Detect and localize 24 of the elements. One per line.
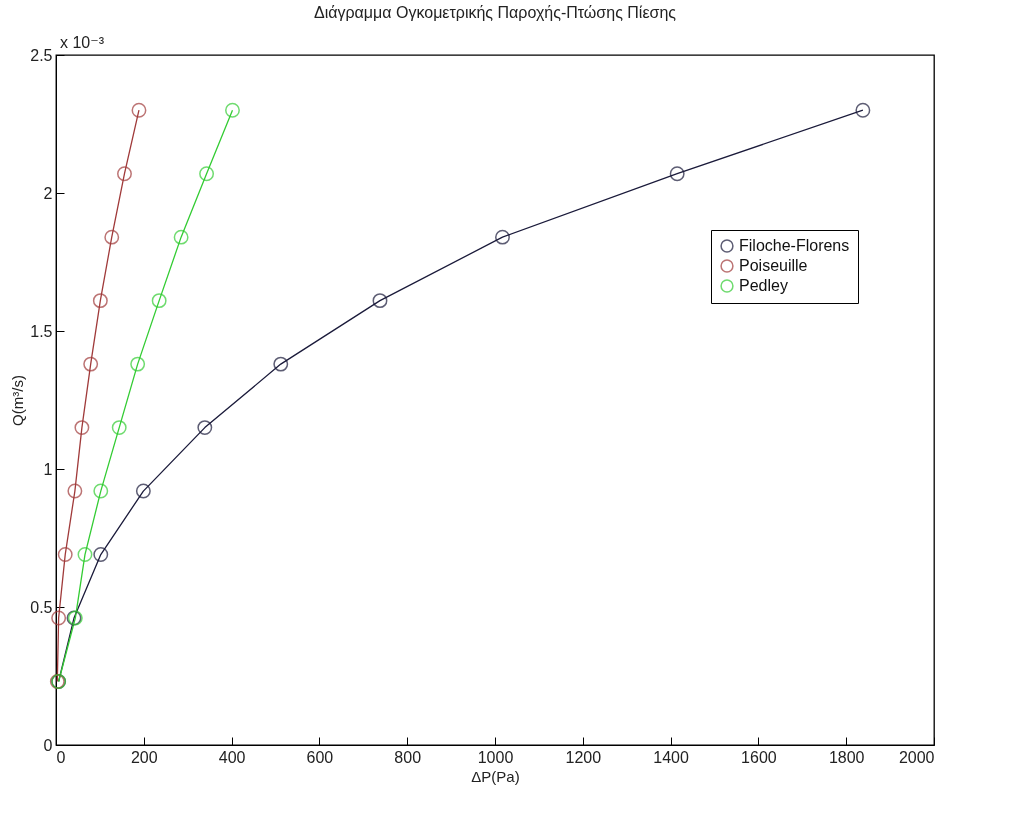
text: x 10⁻³ (60, 34, 105, 51)
x-tick-label: 200 (130, 748, 158, 766)
y-tick-label: 2 (43, 184, 53, 202)
y-tick-label: 0 (43, 736, 53, 754)
x-tick-label: 1400 (653, 748, 689, 766)
x-tick-label: 600 (306, 748, 334, 766)
y-tick-label: 1 (43, 460, 53, 478)
y-tick-label: 0.5 (30, 598, 53, 616)
y-axis-title: Q(m³/s) (9, 375, 27, 426)
x-tick-label: 2000 (898, 748, 935, 766)
legend-label: Filoche-Florens (739, 237, 850, 254)
x-tick-label: 800 (394, 748, 422, 766)
x-tick-label: 0 (56, 748, 66, 766)
x-tick-label: 1800 (828, 748, 865, 766)
y-tick-label: 1.5 (30, 322, 53, 340)
x-tick-label: 1000 (477, 748, 514, 766)
chart-title: Διάγραμμα Ογκομετρικής Παροχής-Πτώσης Πίεσης (313, 4, 677, 21)
x-tick-label: 1600 (741, 748, 777, 766)
legend-label: Pedley (739, 277, 788, 294)
x-tick-label: 400 (218, 748, 246, 766)
x-axis-title: ΔP(Pa) (471, 767, 520, 785)
x-tick-label: 1200 (565, 748, 602, 766)
legend-label: Poiseuille (739, 257, 808, 274)
y-tick-label: 2.5 (30, 46, 53, 64)
